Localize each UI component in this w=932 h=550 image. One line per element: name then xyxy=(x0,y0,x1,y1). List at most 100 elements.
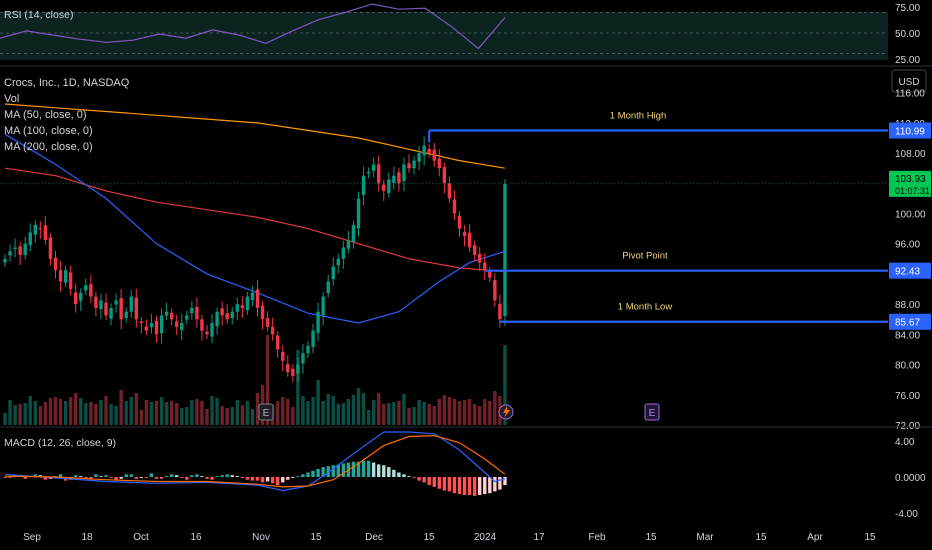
candle xyxy=(180,323,184,331)
volume-bar xyxy=(366,410,371,425)
earnings-icon-upcoming[interactable]: E xyxy=(644,403,660,421)
macd-hist-bar xyxy=(94,474,98,477)
macd-hist-bar xyxy=(240,477,245,478)
macd-hist-bar xyxy=(321,467,325,477)
macd-hist-bar xyxy=(225,474,229,477)
legend-vol[interactable]: Vol xyxy=(4,93,19,105)
candle xyxy=(89,284,93,297)
price-pane[interactable]: 1 Month High Pivot Point 1 Month Low Crocs… xyxy=(0,69,931,432)
rsi-pane[interactable]: RSI (14, close) 75.00 50.00 25.00 xyxy=(0,3,920,66)
macd-hist-bar xyxy=(33,474,37,477)
rsi-y-axis[interactable]: 75.00 50.00 25.00 xyxy=(895,3,920,66)
macd-hist-bar xyxy=(462,477,467,495)
candle xyxy=(412,160,416,169)
macd-line xyxy=(4,431,506,492)
volume-bar xyxy=(23,403,27,425)
macd-hist-bar xyxy=(144,477,149,478)
candle xyxy=(377,164,381,184)
symbol-title[interactable]: Crocs, Inc., 1D, NASDAQ xyxy=(4,77,130,89)
volume-bar xyxy=(28,396,32,425)
volume-bar xyxy=(58,399,63,425)
volume-bar xyxy=(427,404,431,425)
macd-hist-bar xyxy=(493,477,497,492)
candle xyxy=(457,215,462,229)
candle xyxy=(124,311,128,319)
macd-hist-bar xyxy=(301,474,305,477)
time-tick-label: Dec xyxy=(365,532,383,543)
volume-bar xyxy=(63,401,68,425)
volume-bar xyxy=(306,401,310,425)
volume-bar xyxy=(89,402,93,425)
volume-bar xyxy=(265,335,270,425)
candle xyxy=(432,149,436,161)
macd-hist-bar xyxy=(114,477,118,481)
macd-hist-bar xyxy=(245,477,250,480)
volume-bar xyxy=(18,404,22,425)
price-tick-label: 84.00 xyxy=(895,330,920,341)
legend-ma50[interactable]: MA (50, close, 0) xyxy=(4,109,87,121)
macd-hist-bar xyxy=(195,474,199,477)
candle xyxy=(336,258,340,266)
candle xyxy=(306,345,310,354)
candle xyxy=(220,308,224,316)
current-price-tag-text: 103.93 xyxy=(895,174,926,185)
volume-bar xyxy=(164,402,169,425)
candle xyxy=(84,285,88,291)
lightning-icon[interactable] xyxy=(498,404,514,420)
macd-hist-bar xyxy=(311,470,315,477)
time-axis[interactable]: Sep 18 Oct 16 Nov 15 Dec 15 2024 17 Feb 15 Mar 15 Apr 1… xyxy=(23,532,876,543)
volume-bar xyxy=(159,397,164,425)
macd-hist-bar xyxy=(84,477,88,479)
volume-bar xyxy=(442,395,447,425)
volume-bar xyxy=(316,380,320,425)
candle xyxy=(331,266,335,280)
volume-bar xyxy=(336,404,340,425)
candle xyxy=(341,247,346,259)
rsi-guides xyxy=(0,12,888,54)
level-price-tag xyxy=(889,313,931,330)
volume-bar xyxy=(326,394,330,425)
macd-y-axis[interactable]: 4.00 0.0000 -4.00 xyxy=(895,437,926,520)
macd-hist-bar xyxy=(336,464,340,477)
candle xyxy=(38,228,43,230)
legend-ma100[interactable]: MA (100, close, 0) xyxy=(4,125,93,137)
candle xyxy=(250,292,255,300)
macd-hist-bar xyxy=(139,477,144,478)
macd-tick-label: -4.00 xyxy=(895,509,918,520)
macd-hist-bar xyxy=(407,476,411,477)
macd-hist-bar xyxy=(260,477,265,483)
macd-hist-bar xyxy=(467,477,472,495)
candle xyxy=(159,315,164,334)
candle xyxy=(422,145,426,156)
level-label: Pivot Point xyxy=(622,251,668,262)
candle xyxy=(291,368,295,376)
macd-hist-bar xyxy=(74,475,78,477)
macd-pane[interactable]: MACD (12, 26, close, 9) 4.00 0.0000 -4.00 xyxy=(3,431,926,520)
volume-bars xyxy=(3,335,507,425)
candle xyxy=(447,183,452,199)
currency-box[interactable] xyxy=(891,69,927,93)
price-y-axis[interactable]: 116.00112.00108.00104.00100.0096.0092.00… xyxy=(895,89,926,432)
candle xyxy=(371,164,376,171)
macd-hist-bar xyxy=(235,476,239,477)
candle xyxy=(407,163,411,169)
macd-hist-bar xyxy=(164,476,169,477)
candle xyxy=(462,232,467,237)
volume-bar xyxy=(245,401,250,425)
candle xyxy=(114,300,118,305)
time-tick-label: 18 xyxy=(81,532,93,543)
macd-hist-bar xyxy=(220,475,224,477)
macd-hist-bar xyxy=(8,477,12,478)
macd-hist-bar xyxy=(169,474,174,477)
candle xyxy=(139,321,144,324)
volume-bar xyxy=(220,406,224,425)
price-tick-label: 76.00 xyxy=(895,391,920,402)
earnings-icon[interactable]: E xyxy=(258,403,274,421)
volume-bar xyxy=(154,401,159,425)
macd-hist-bar xyxy=(452,477,457,494)
candle xyxy=(503,183,507,316)
level-label: 1 Month Low xyxy=(618,302,673,313)
candle xyxy=(387,179,391,194)
legend-ma200[interactable]: MA (200, close, 0) xyxy=(4,141,93,153)
